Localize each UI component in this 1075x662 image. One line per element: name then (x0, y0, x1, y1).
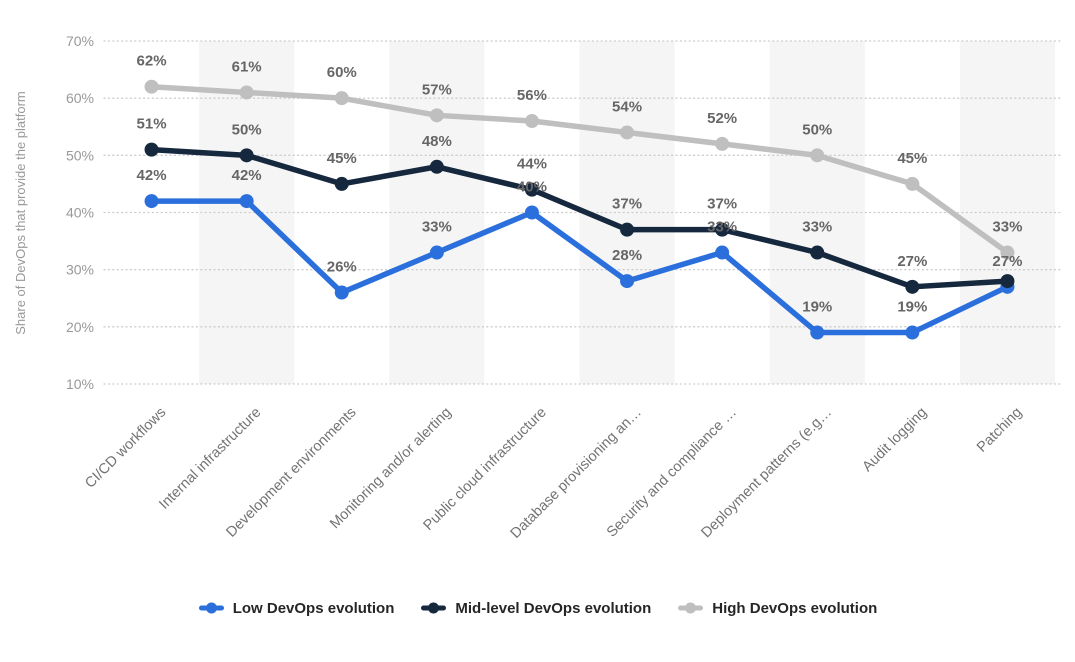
legend-item-label: Mid-level DevOps evolution (455, 599, 652, 617)
series-line-mid-level-devops-evolution[interactable] (148, 146, 1011, 290)
data-point-high-devops-evolution[interactable] (144, 79, 159, 94)
data-label: 48% (422, 133, 452, 150)
data-point-low-devops-evolution[interactable] (524, 205, 539, 220)
legend-item-mid-level-devops-evolution[interactable]: Mid-level DevOps evolution (420, 600, 651, 617)
data-point-low-devops-evolution[interactable] (144, 194, 159, 209)
data-label: 61% (232, 58, 262, 75)
data-point-high-devops-evolution[interactable] (334, 91, 349, 106)
data-labels-layer: 42% 42% 26% 33% 40% 28% 33% 19% 19% 27% 51% 50% 45% 4… (137, 53, 1023, 316)
data-point-mid-level-devops-evolution[interactable] (620, 222, 635, 237)
data-point-high-devops-evolution[interactable] (239, 85, 254, 100)
data-label: 44% (517, 156, 547, 173)
legend-item-low-devops-evolution[interactable]: Low DevOps evolution (198, 599, 395, 617)
data-label: 28% (612, 247, 642, 264)
data-point-high-devops-evolution[interactable] (810, 148, 825, 163)
series-line-high-devops-evolution[interactable] (148, 83, 1011, 256)
data-label: 45% (897, 150, 927, 167)
data-label: 50% (802, 121, 832, 138)
data-point-high-devops-evolution[interactable] (620, 125, 635, 140)
chart-legend: Low DevOps evolution Mid-level DevOps evo… (0, 592, 1075, 624)
data-point-low-devops-evolution[interactable] (429, 245, 444, 260)
data-point-high-devops-evolution[interactable] (715, 136, 730, 151)
data-point-mid-level-devops-evolution[interactable] (1000, 274, 1015, 289)
data-label: 50% (232, 121, 262, 138)
legend-line-marker-icon (198, 602, 224, 614)
data-point-mid-level-devops-evolution[interactable] (239, 148, 254, 163)
data-point-low-devops-evolution[interactable] (810, 325, 825, 340)
data-label: 33% (992, 219, 1022, 236)
y-tick-label: 10% (66, 376, 94, 392)
data-point-mid-level-devops-evolution[interactable] (524, 182, 539, 197)
data-point-mid-level-devops-evolution[interactable] (905, 279, 920, 294)
data-label: 57% (422, 81, 452, 98)
line-chart-canvas: Share of DevOps that provide the platfor… (13, 33, 1063, 542)
y-tick-label: 50% (66, 147, 94, 163)
data-label: 52% (707, 110, 737, 127)
data-point-low-devops-evolution[interactable] (715, 245, 730, 260)
data-label: 33% (802, 219, 832, 236)
y-tick-label: 30% (66, 262, 94, 278)
legend-item-high-devops-evolution[interactable]: High DevOps evolution (677, 600, 877, 617)
data-label: 37% (612, 196, 642, 213)
data-label: 62% (137, 53, 167, 70)
data-label: 56% (517, 87, 547, 104)
data-point-high-devops-evolution[interactable] (524, 114, 539, 129)
data-point-low-devops-evolution[interactable] (334, 285, 349, 300)
y-tick-label: 60% (66, 90, 94, 106)
series-layer (144, 79, 1015, 340)
data-label: 42% (137, 167, 167, 184)
series-line-low-devops-evolution[interactable] (148, 198, 1011, 336)
data-label: 26% (327, 259, 357, 276)
data-point-high-devops-evolution[interactable] (1000, 245, 1015, 260)
data-label: 60% (327, 64, 357, 81)
y-tick-label: 70% (66, 33, 94, 49)
data-point-mid-level-devops-evolution[interactable] (810, 245, 825, 260)
data-point-mid-level-devops-evolution[interactable] (334, 176, 349, 191)
legend-item-label: Low DevOps evolution (232, 599, 395, 617)
data-point-mid-level-devops-evolution[interactable] (144, 142, 159, 157)
data-point-high-devops-evolution[interactable] (905, 176, 920, 191)
y-tick-label: 40% (66, 205, 94, 221)
data-point-low-devops-evolution[interactable] (620, 274, 635, 289)
data-label: 42% (232, 167, 262, 184)
x-category-label: Internal infrastructure (156, 405, 264, 513)
data-label: 45% (327, 150, 357, 167)
data-point-mid-level-devops-evolution[interactable] (715, 222, 730, 237)
data-point-high-devops-evolution[interactable] (429, 108, 444, 123)
data-label: 51% (137, 116, 167, 133)
data-label: 27% (992, 253, 1022, 270)
x-category-label: Patching (974, 405, 1025, 456)
y-axis-title: Share of DevOps that provide the platfor… (13, 91, 28, 335)
data-label: 33% (422, 219, 452, 236)
data-point-mid-level-devops-evolution[interactable] (429, 159, 444, 174)
data-label: 19% (897, 299, 927, 316)
legend-line-marker-icon (678, 602, 704, 614)
data-label: 19% (802, 299, 832, 316)
y-tick-labels-layer: 10% 20% 30% 40% 50% 60% 70% (66, 33, 94, 392)
legend-line-marker-icon (421, 602, 447, 614)
data-label: 33% (707, 219, 737, 236)
data-label: 54% (612, 98, 642, 115)
data-label: 40% (517, 179, 547, 196)
data-label: 37% (707, 196, 737, 213)
data-label: 27% (897, 253, 927, 270)
x-category-label: Audit logging (860, 405, 931, 476)
data-point-low-devops-evolution[interactable] (905, 325, 920, 340)
legend-item-label: High DevOps evolution (712, 599, 878, 617)
x-category-label: CI/CD workflows (82, 405, 169, 492)
data-point-low-devops-evolution[interactable] (239, 194, 254, 209)
y-tick-label: 20% (66, 319, 94, 335)
